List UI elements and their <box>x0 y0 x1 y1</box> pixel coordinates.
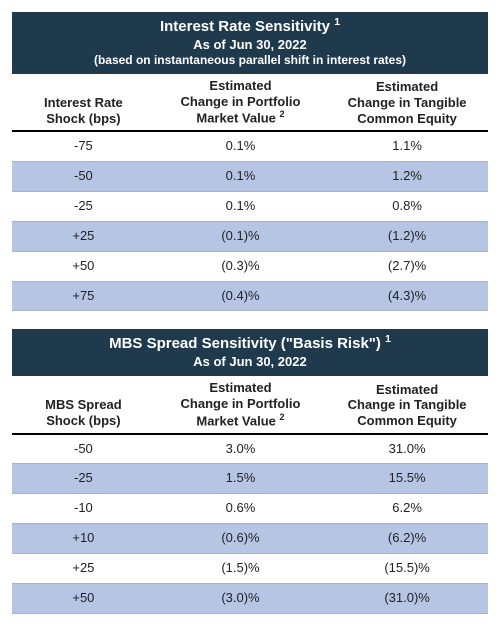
table-title-sub: As of Jun 30, 2022 <box>18 37 482 53</box>
shock-cell: -75 <box>12 131 155 161</box>
table-row: +10(0.6)%(6.2)% <box>12 524 488 554</box>
table-title-main-text: Interest Rate Sensitivity <box>160 18 330 35</box>
column-header-line: Change in Tangible <box>332 95 482 111</box>
column-header-line: Estimated <box>161 78 320 94</box>
column-header-text: Market Value <box>196 413 276 428</box>
shock-cell: +75 <box>12 281 155 311</box>
table-row: +50(0.3)%(2.7)% <box>12 251 488 281</box>
tangible-common-equity-cell: 0.8% <box>326 191 488 221</box>
shock-cell: +10 <box>12 524 155 554</box>
portfolio-market-value-cell: (0.4)% <box>155 281 326 311</box>
column-header: EstimatedChange in PortfolioMarket Value… <box>155 74 326 131</box>
column-header-line: Market Value 2 <box>161 109 320 126</box>
tangible-common-equity-cell: 15.5% <box>326 464 488 494</box>
footnote-ref: 1 <box>334 16 340 28</box>
portfolio-market-value-cell: 1.5% <box>155 464 326 494</box>
portfolio-market-value-cell: 3.0% <box>155 434 326 464</box>
column-header: EstimatedChange in TangibleCommon Equity <box>326 74 488 131</box>
column-header-line: Interest Rate <box>18 95 149 111</box>
shock-cell: -25 <box>12 464 155 494</box>
shock-cell: -50 <box>12 434 155 464</box>
portfolio-market-value-cell: 0.1% <box>155 191 326 221</box>
table-row: -100.6%6.2% <box>12 494 488 524</box>
column-header-line: Change in Portfolio <box>161 396 320 412</box>
tangible-common-equity-cell: (1.2)% <box>326 221 488 251</box>
table-row: -503.0%31.0% <box>12 434 488 464</box>
portfolio-market-value-cell: 0.1% <box>155 131 326 161</box>
portfolio-market-value-cell: 0.6% <box>155 494 326 524</box>
interest-rate-sensitivity-table: Interest Rate Sensitivity 1As of Jun 30,… <box>12 12 488 311</box>
column-header-text: Common Equity <box>357 111 457 126</box>
portfolio-market-value-cell: (0.3)% <box>155 251 326 281</box>
table-row: -251.5%15.5% <box>12 464 488 494</box>
table-row: +25(0.1)%(1.2)% <box>12 221 488 251</box>
shock-cell: -50 <box>12 162 155 192</box>
tangible-common-equity-cell: 1.1% <box>326 131 488 161</box>
column-header: MBS SpreadShock (bps) <box>12 376 155 433</box>
table-title-main-text: MBS Spread Sensitivity ("Basis Risk") <box>109 335 381 352</box>
tangible-common-equity-cell: 31.0% <box>326 434 488 464</box>
column-header: Interest RateShock (bps) <box>12 74 155 131</box>
footnote-ref: 1 <box>385 333 391 345</box>
column-header-line: Estimated <box>161 380 320 396</box>
column-header-text: Market Value <box>196 111 276 126</box>
column-header: EstimatedChange in TangibleCommon Equity <box>326 376 488 433</box>
column-header: EstimatedChange in PortfolioMarket Value… <box>155 376 326 433</box>
table-title-bar: MBS Spread Sensitivity ("Basis Risk") 1A… <box>12 329 488 376</box>
tangible-common-equity-cell: (15.5)% <box>326 554 488 584</box>
sensitivity-tables: Interest Rate Sensitivity 1As of Jun 30,… <box>12 12 488 614</box>
footnote-ref: 2 <box>280 109 285 119</box>
portfolio-market-value-cell: (0.6)% <box>155 524 326 554</box>
tangible-common-equity-cell: 6.2% <box>326 494 488 524</box>
table-title-bar: Interest Rate Sensitivity 1As of Jun 30,… <box>12 12 488 74</box>
tangible-common-equity-cell: (6.2)% <box>326 524 488 554</box>
table-title-main: Interest Rate Sensitivity 1 <box>18 16 482 37</box>
column-header-line: Change in Portfolio <box>161 94 320 110</box>
column-header-line: Change in Tangible <box>332 397 482 413</box>
column-header-line: MBS Spread <box>18 397 149 413</box>
tangible-common-equity-cell: (31.0)% <box>326 584 488 614</box>
column-header-line: Common Equity <box>332 413 482 429</box>
shock-cell: +50 <box>12 251 155 281</box>
table-row: -250.1%0.8% <box>12 191 488 221</box>
table-title-sub2: (based on instantaneous parallel shift i… <box>18 53 482 68</box>
data-table: Interest RateShock (bps)EstimatedChange … <box>12 74 488 311</box>
table-title-main: MBS Spread Sensitivity ("Basis Risk") 1 <box>18 333 482 354</box>
shock-cell: -10 <box>12 494 155 524</box>
table-row: +75(0.4)%(4.3)% <box>12 281 488 311</box>
tangible-common-equity-cell: (2.7)% <box>326 251 488 281</box>
portfolio-market-value-cell: 0.1% <box>155 162 326 192</box>
table-row: +50(3.0)%(31.0)% <box>12 584 488 614</box>
column-header-line: Estimated <box>332 79 482 95</box>
shock-cell: -25 <box>12 191 155 221</box>
data-table: MBS SpreadShock (bps)EstimatedChange in … <box>12 376 488 613</box>
column-header-text: Common Equity <box>357 413 457 428</box>
portfolio-market-value-cell: (3.0)% <box>155 584 326 614</box>
column-header-line: Shock (bps) <box>18 413 149 429</box>
tangible-common-equity-cell: (4.3)% <box>326 281 488 311</box>
shock-cell: +25 <box>12 554 155 584</box>
column-header-line: Market Value 2 <box>161 412 320 429</box>
mbs-spread-sensitivity-table: MBS Spread Sensitivity ("Basis Risk") 1A… <box>12 329 488 613</box>
table-row: -750.1%1.1% <box>12 131 488 161</box>
shock-cell: +25 <box>12 221 155 251</box>
table-row: +25(1.5)%(15.5)% <box>12 554 488 584</box>
column-header-line: Shock (bps) <box>18 111 149 127</box>
column-header-line: Estimated <box>332 382 482 398</box>
column-header-line: Common Equity <box>332 111 482 127</box>
table-title-sub: As of Jun 30, 2022 <box>18 354 482 370</box>
portfolio-market-value-cell: (1.5)% <box>155 554 326 584</box>
portfolio-market-value-cell: (0.1)% <box>155 221 326 251</box>
table-row: -500.1%1.2% <box>12 162 488 192</box>
shock-cell: +50 <box>12 584 155 614</box>
tangible-common-equity-cell: 1.2% <box>326 162 488 192</box>
footnote-ref: 2 <box>280 412 285 422</box>
